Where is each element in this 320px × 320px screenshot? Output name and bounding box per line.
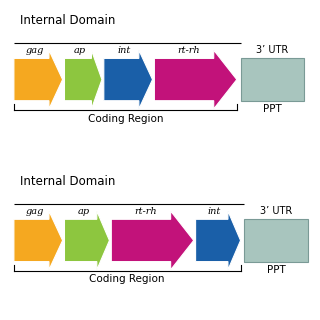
Text: Coding Region: Coding Region xyxy=(88,114,163,124)
Text: gag: gag xyxy=(25,46,44,55)
Polygon shape xyxy=(154,50,237,109)
Polygon shape xyxy=(64,50,102,109)
Text: ap: ap xyxy=(77,207,89,216)
Text: gag: gag xyxy=(25,207,44,216)
Text: 3’ UTR: 3’ UTR xyxy=(256,45,289,55)
Text: PPT: PPT xyxy=(263,104,282,114)
Bar xyxy=(244,219,308,262)
Polygon shape xyxy=(104,50,153,109)
Bar xyxy=(241,58,304,101)
Text: ap: ap xyxy=(74,46,86,55)
Text: rt-rh: rt-rh xyxy=(135,207,157,216)
Text: PPT: PPT xyxy=(267,265,285,275)
Text: int: int xyxy=(208,207,221,216)
Text: int: int xyxy=(118,46,131,55)
Text: rt-rh: rt-rh xyxy=(178,46,200,55)
Polygon shape xyxy=(196,211,241,270)
Text: Internal Domain: Internal Domain xyxy=(20,175,116,188)
Polygon shape xyxy=(111,211,194,270)
Polygon shape xyxy=(14,50,63,109)
Text: 3’ UTR: 3’ UTR xyxy=(260,206,292,216)
Polygon shape xyxy=(14,211,63,270)
Polygon shape xyxy=(64,211,109,270)
Text: Internal Domain: Internal Domain xyxy=(20,14,116,27)
Text: Coding Region: Coding Region xyxy=(90,275,165,284)
